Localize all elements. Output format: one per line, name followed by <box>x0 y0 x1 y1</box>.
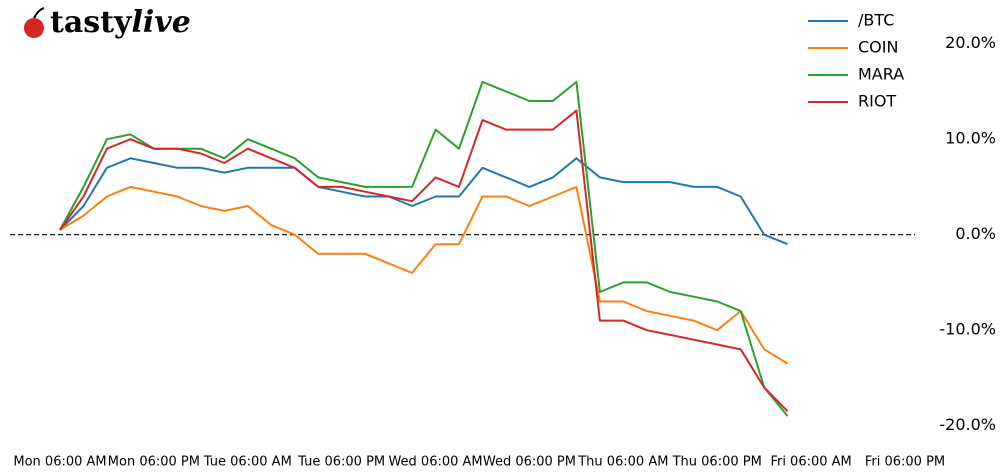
logo-text: tastylive <box>50 5 191 40</box>
y-tick-label: 10.0% <box>945 129 996 148</box>
x-tick-label: Fri 06:00 AM <box>770 455 851 470</box>
y-tick-label: -10.0% <box>939 320 996 339</box>
legend-label: RIOT <box>858 92 896 111</box>
logo-text-1: tasty <box>50 5 133 40</box>
logo-stem <box>33 7 45 19</box>
x-tick-label: Fri 06:00 PM <box>865 455 945 470</box>
series-line <box>59 80 789 417</box>
series-line <box>59 109 789 413</box>
x-tick-label: Tue 06:00 AM <box>203 455 292 470</box>
x-tick-label: Tue 06:00 PM <box>297 455 385 470</box>
x-tick-label: Mon 06:00 AM <box>13 455 106 470</box>
x-tick-label: Wed 06:00 PM <box>483 455 576 470</box>
logo-text-2: live <box>131 5 190 40</box>
legend-label: /BTC <box>858 11 894 30</box>
logo: tastylive <box>24 5 191 40</box>
y-tick-label: 0.0% <box>955 224 996 243</box>
x-tick-label: Thu 06:00 AM <box>577 455 668 470</box>
y-tick-label: 20.0% <box>945 33 996 52</box>
x-tick-label: Thu 06:00 PM <box>672 455 762 470</box>
x-tick-label: Wed 06:00 AM <box>388 455 482 470</box>
x-tick-label: Mon 06:00 PM <box>108 455 200 470</box>
legend-label: COIN <box>858 38 898 57</box>
y-tick-label: -20.0% <box>939 415 996 434</box>
logo-icon <box>24 18 44 38</box>
legend-label: MARA <box>858 65 904 84</box>
series-line <box>59 185 789 365</box>
series-line <box>59 157 788 246</box>
